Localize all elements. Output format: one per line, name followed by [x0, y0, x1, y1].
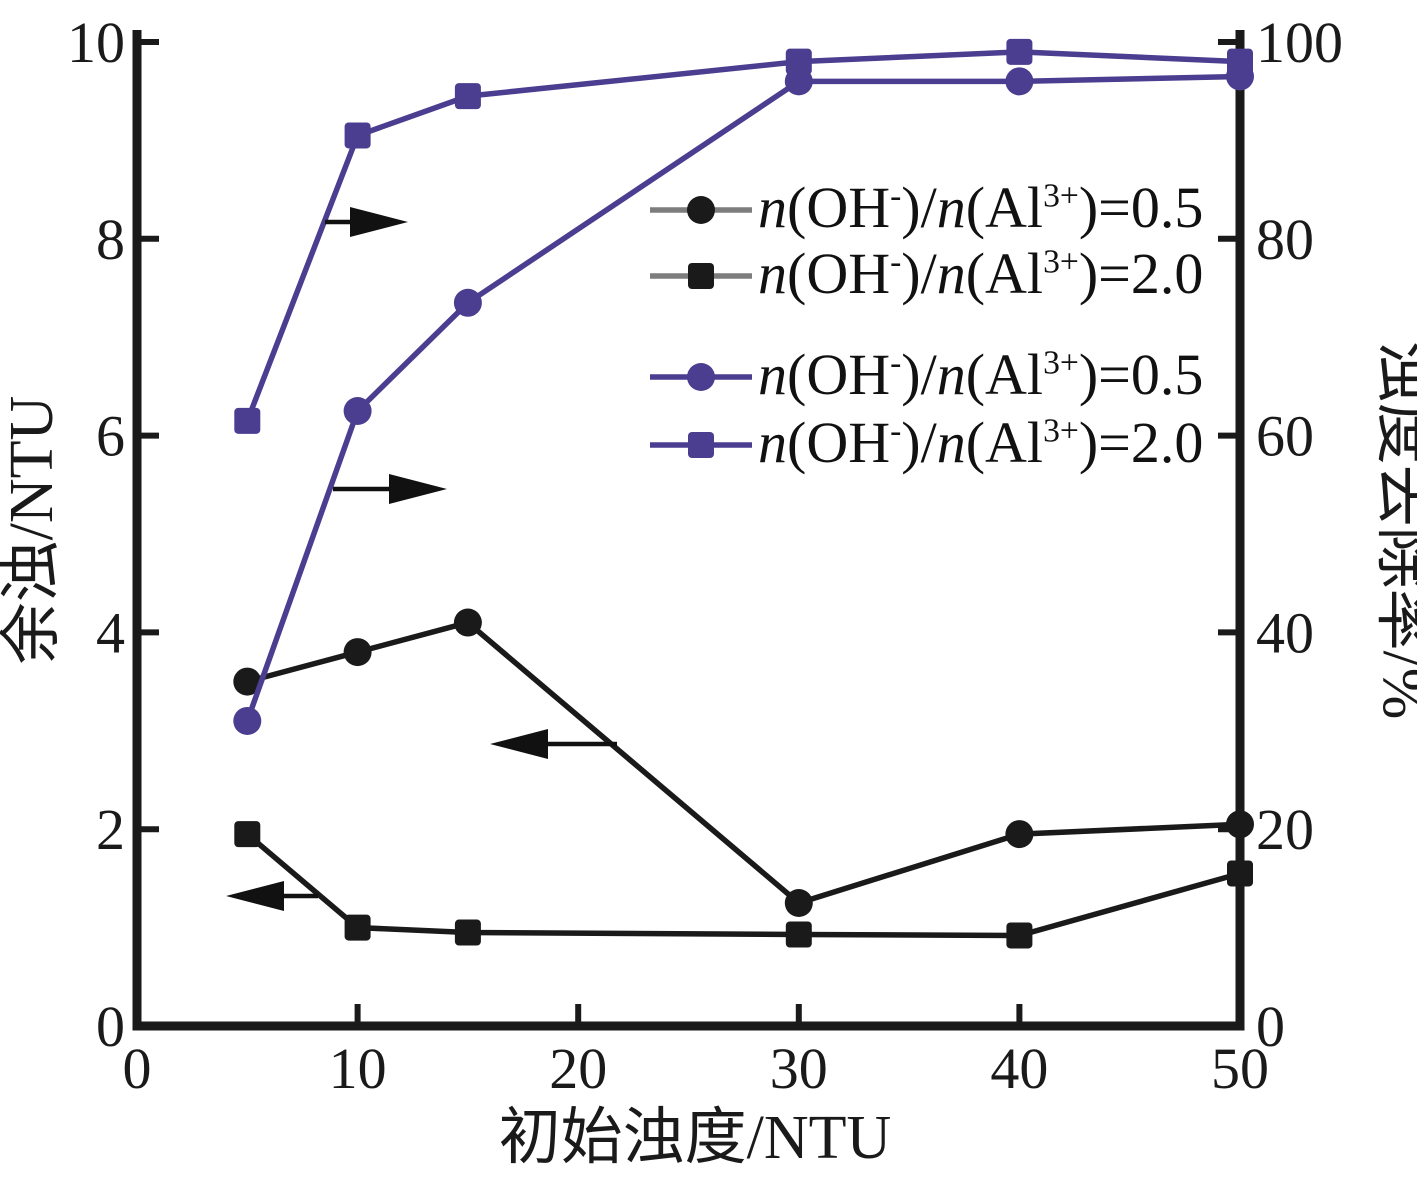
arrow-head	[350, 207, 408, 237]
right-tick-label: 60	[1256, 404, 1314, 469]
data-point-square	[454, 919, 481, 946]
axis-pointer-arrow	[490, 729, 617, 759]
legend-square-marker	[688, 263, 714, 289]
series-line	[244, 49, 1241, 422]
series-line	[246, 619, 1241, 907]
series-right-square	[234, 38, 1253, 434]
legend-square-marker	[688, 432, 714, 458]
arrow-head	[389, 474, 447, 504]
series-line	[244, 73, 1241, 722]
x-tick-label: 10	[329, 1036, 387, 1101]
data-point-circle	[1005, 67, 1034, 96]
left-y-axis-title: 余浊/NTU	[0, 396, 66, 665]
data-point-circle	[233, 667, 262, 696]
right-tick-label: 0	[1256, 994, 1285, 1059]
data-point-circle	[233, 706, 262, 735]
x-tick-label: 50	[1211, 1036, 1269, 1101]
data-point-circle	[343, 397, 372, 425]
data-point-square	[234, 821, 261, 848]
data-point-square	[1006, 38, 1033, 65]
data-point-square	[1227, 860, 1253, 887]
x-tick-label: 40	[990, 1036, 1048, 1101]
x-tick-label: 20	[549, 1036, 607, 1101]
data-point-square	[344, 914, 371, 941]
data-point-circle	[784, 889, 813, 917]
legend-circle-marker	[687, 196, 715, 224]
data-point-square	[785, 921, 812, 948]
series-right-circle	[233, 62, 1254, 735]
left-tick-label: 6	[96, 404, 125, 469]
right-tick-label: 40	[1256, 600, 1314, 665]
right-tick-label: 20	[1256, 797, 1314, 862]
data-point-square	[234, 407, 261, 434]
data-point-circle	[1226, 810, 1254, 839]
series-left-circle	[233, 608, 1254, 917]
data-point-circle	[453, 608, 482, 637]
data-point-square	[785, 48, 812, 75]
right-tick-label: 100	[1256, 10, 1343, 75]
x-axis-title: 初始浊度/NTU	[499, 1104, 892, 1172]
data-series	[233, 38, 1254, 949]
data-point-circle	[343, 638, 372, 667]
data-point-square	[344, 122, 371, 149]
left-tick-label: 8	[96, 207, 125, 272]
x-tick-label: 0	[123, 1036, 152, 1101]
legend-markers	[650, 196, 752, 458]
legend-entry-marker	[650, 363, 752, 391]
legend-entry-marker	[650, 263, 752, 289]
data-point-square	[454, 83, 481, 110]
data-point-circle	[453, 288, 482, 317]
legend-entry-marker	[650, 196, 752, 224]
x-tick-label: 30	[770, 1036, 828, 1101]
left-tick-label: 2	[96, 797, 125, 862]
arrow-head	[490, 729, 548, 759]
series-line	[245, 832, 1241, 939]
left-tick-label: 0	[96, 994, 125, 1059]
right-y-axis-title: 浊度去除率/%	[1370, 341, 1417, 720]
axis-pointer-arrow	[325, 207, 408, 237]
data-point-square	[1227, 48, 1253, 75]
arrow-head	[226, 881, 284, 911]
legend-entry-marker	[650, 432, 752, 458]
data-point-circle	[1005, 820, 1034, 849]
axis-pointer-arrow	[333, 474, 447, 504]
data-point-square	[1006, 922, 1033, 949]
annotation-arrows	[226, 207, 617, 911]
legend-circle-marker	[687, 363, 715, 391]
series-left-square	[234, 821, 1253, 949]
axis-pointer-arrow	[226, 881, 318, 911]
left-tick-label: 4	[96, 600, 125, 665]
right-tick-label: 80	[1256, 207, 1314, 272]
left-tick-label: 10	[67, 10, 125, 75]
